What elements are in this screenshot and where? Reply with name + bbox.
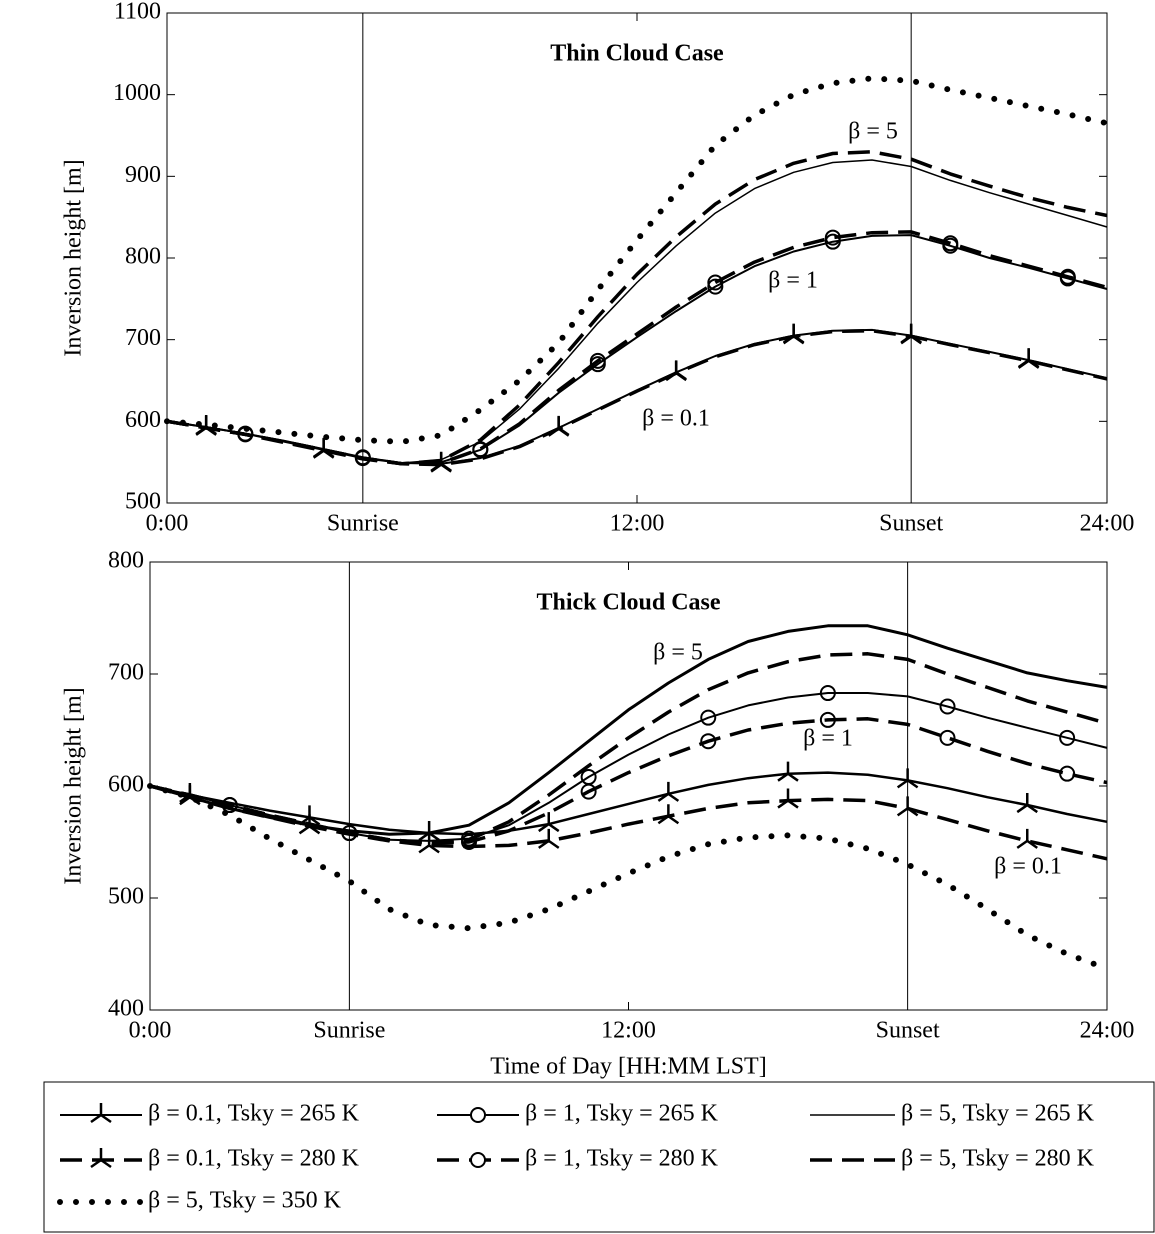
legend-label: β = 1, Tsky = 280 K [525, 1146, 719, 1172]
marker [824, 233, 841, 250]
marker [1016, 793, 1038, 814]
marker [547, 416, 570, 437]
marker [580, 783, 597, 800]
marker [538, 812, 560, 833]
series-line [166, 230, 1108, 466]
x-axis-label: Time of Day [HH:MM LST] [490, 1054, 766, 1080]
x-tick-label: 12:00 [610, 511, 665, 537]
legend-marker [470, 1107, 486, 1123]
marker [777, 761, 799, 782]
marker [1059, 729, 1076, 746]
marker [418, 833, 440, 854]
marker [700, 709, 717, 726]
marker [900, 324, 922, 345]
series-line [164, 75, 1110, 445]
marker [942, 235, 959, 252]
annotation: β = 5 [653, 640, 703, 666]
series-line [149, 784, 1108, 861]
series-line [166, 150, 1108, 466]
series-line [166, 234, 1108, 464]
series-line [166, 328, 1108, 467]
legend-label: β = 5, Tsky = 265 K [901, 1101, 1095, 1127]
chart-title: Thick Cloud Case [536, 590, 720, 616]
y-tick-label: 500 [108, 884, 144, 910]
y-tick-label: 800 [108, 548, 144, 574]
event-label: Sunrise [313, 1018, 385, 1044]
y-tick-label: 600 [125, 407, 161, 433]
marker [657, 804, 680, 825]
y-tick-label: 1000 [113, 80, 161, 106]
y-tick-label: 700 [108, 660, 144, 686]
y-tick-label: 500 [125, 489, 161, 515]
annotation: β = 1 [768, 268, 818, 294]
y-tick-label: 1100 [114, 0, 161, 25]
legend-label: β = 1, Tsky = 265 K [525, 1101, 719, 1127]
plot-frame [149, 561, 1108, 1011]
marker [589, 352, 606, 369]
marker [896, 768, 919, 789]
marker [939, 698, 956, 715]
annotation: β = 1 [803, 726, 853, 752]
legend-label: β = 5, Tsky = 350 K [148, 1188, 342, 1214]
y-axis-label: Inversion height [m] [61, 159, 87, 356]
marker [707, 274, 724, 291]
legend-marker [470, 1152, 486, 1168]
marker [472, 441, 489, 458]
marker [1059, 765, 1076, 782]
marker [1059, 268, 1076, 285]
legend-marker [90, 1148, 112, 1169]
event-label: Sunset [879, 511, 943, 537]
y-axis-label: Inversion height [m] [61, 687, 87, 884]
series-line [147, 783, 1110, 972]
marker [896, 796, 919, 817]
marker [819, 685, 836, 702]
annotation: β = 5 [848, 119, 898, 145]
x-tick-label: 12:00 [601, 1018, 656, 1044]
marker [939, 729, 956, 746]
annotation: β = 0.1 [994, 854, 1062, 880]
marker [665, 361, 687, 382]
x-tick-label: 0:00 [129, 1018, 172, 1044]
legend-box [43, 1081, 1155, 1233]
legend-label: β = 5, Tsky = 280 K [901, 1146, 1095, 1172]
marker [777, 788, 799, 809]
event-label: Sunset [876, 1018, 940, 1044]
x-tick-label: 24:00 [1080, 1018, 1135, 1044]
annotation: β = 0.1 [642, 406, 710, 432]
marker [430, 452, 452, 473]
y-tick-label: 900 [125, 162, 161, 188]
plot-frame [166, 12, 1108, 504]
marker [657, 781, 680, 802]
legend-marker [90, 1103, 112, 1124]
marker [819, 711, 836, 728]
marker [1017, 348, 1040, 369]
legend-label: β = 0.1, Tsky = 265 K [148, 1101, 360, 1127]
y-tick-label: 400 [108, 996, 144, 1022]
series-line [149, 652, 1108, 845]
marker [538, 828, 560, 849]
marker [461, 834, 477, 850]
y-tick-label: 700 [125, 325, 161, 351]
series-line [166, 159, 1108, 464]
marker [1016, 828, 1038, 849]
x-tick-label: 0:00 [146, 511, 189, 537]
marker [700, 733, 717, 750]
chart-title: Thin Cloud Case [550, 41, 724, 67]
x-tick-label: 24:00 [1080, 511, 1135, 537]
event-label: Sunrise [327, 511, 399, 537]
marker [782, 324, 805, 345]
y-tick-label: 600 [108, 772, 144, 798]
series-line [166, 328, 1108, 465]
marker [707, 278, 724, 295]
legend-label: β = 0.1, Tsky = 280 K [148, 1146, 360, 1172]
marker [221, 797, 238, 814]
marker [824, 229, 841, 246]
y-tick-label: 800 [125, 244, 161, 270]
